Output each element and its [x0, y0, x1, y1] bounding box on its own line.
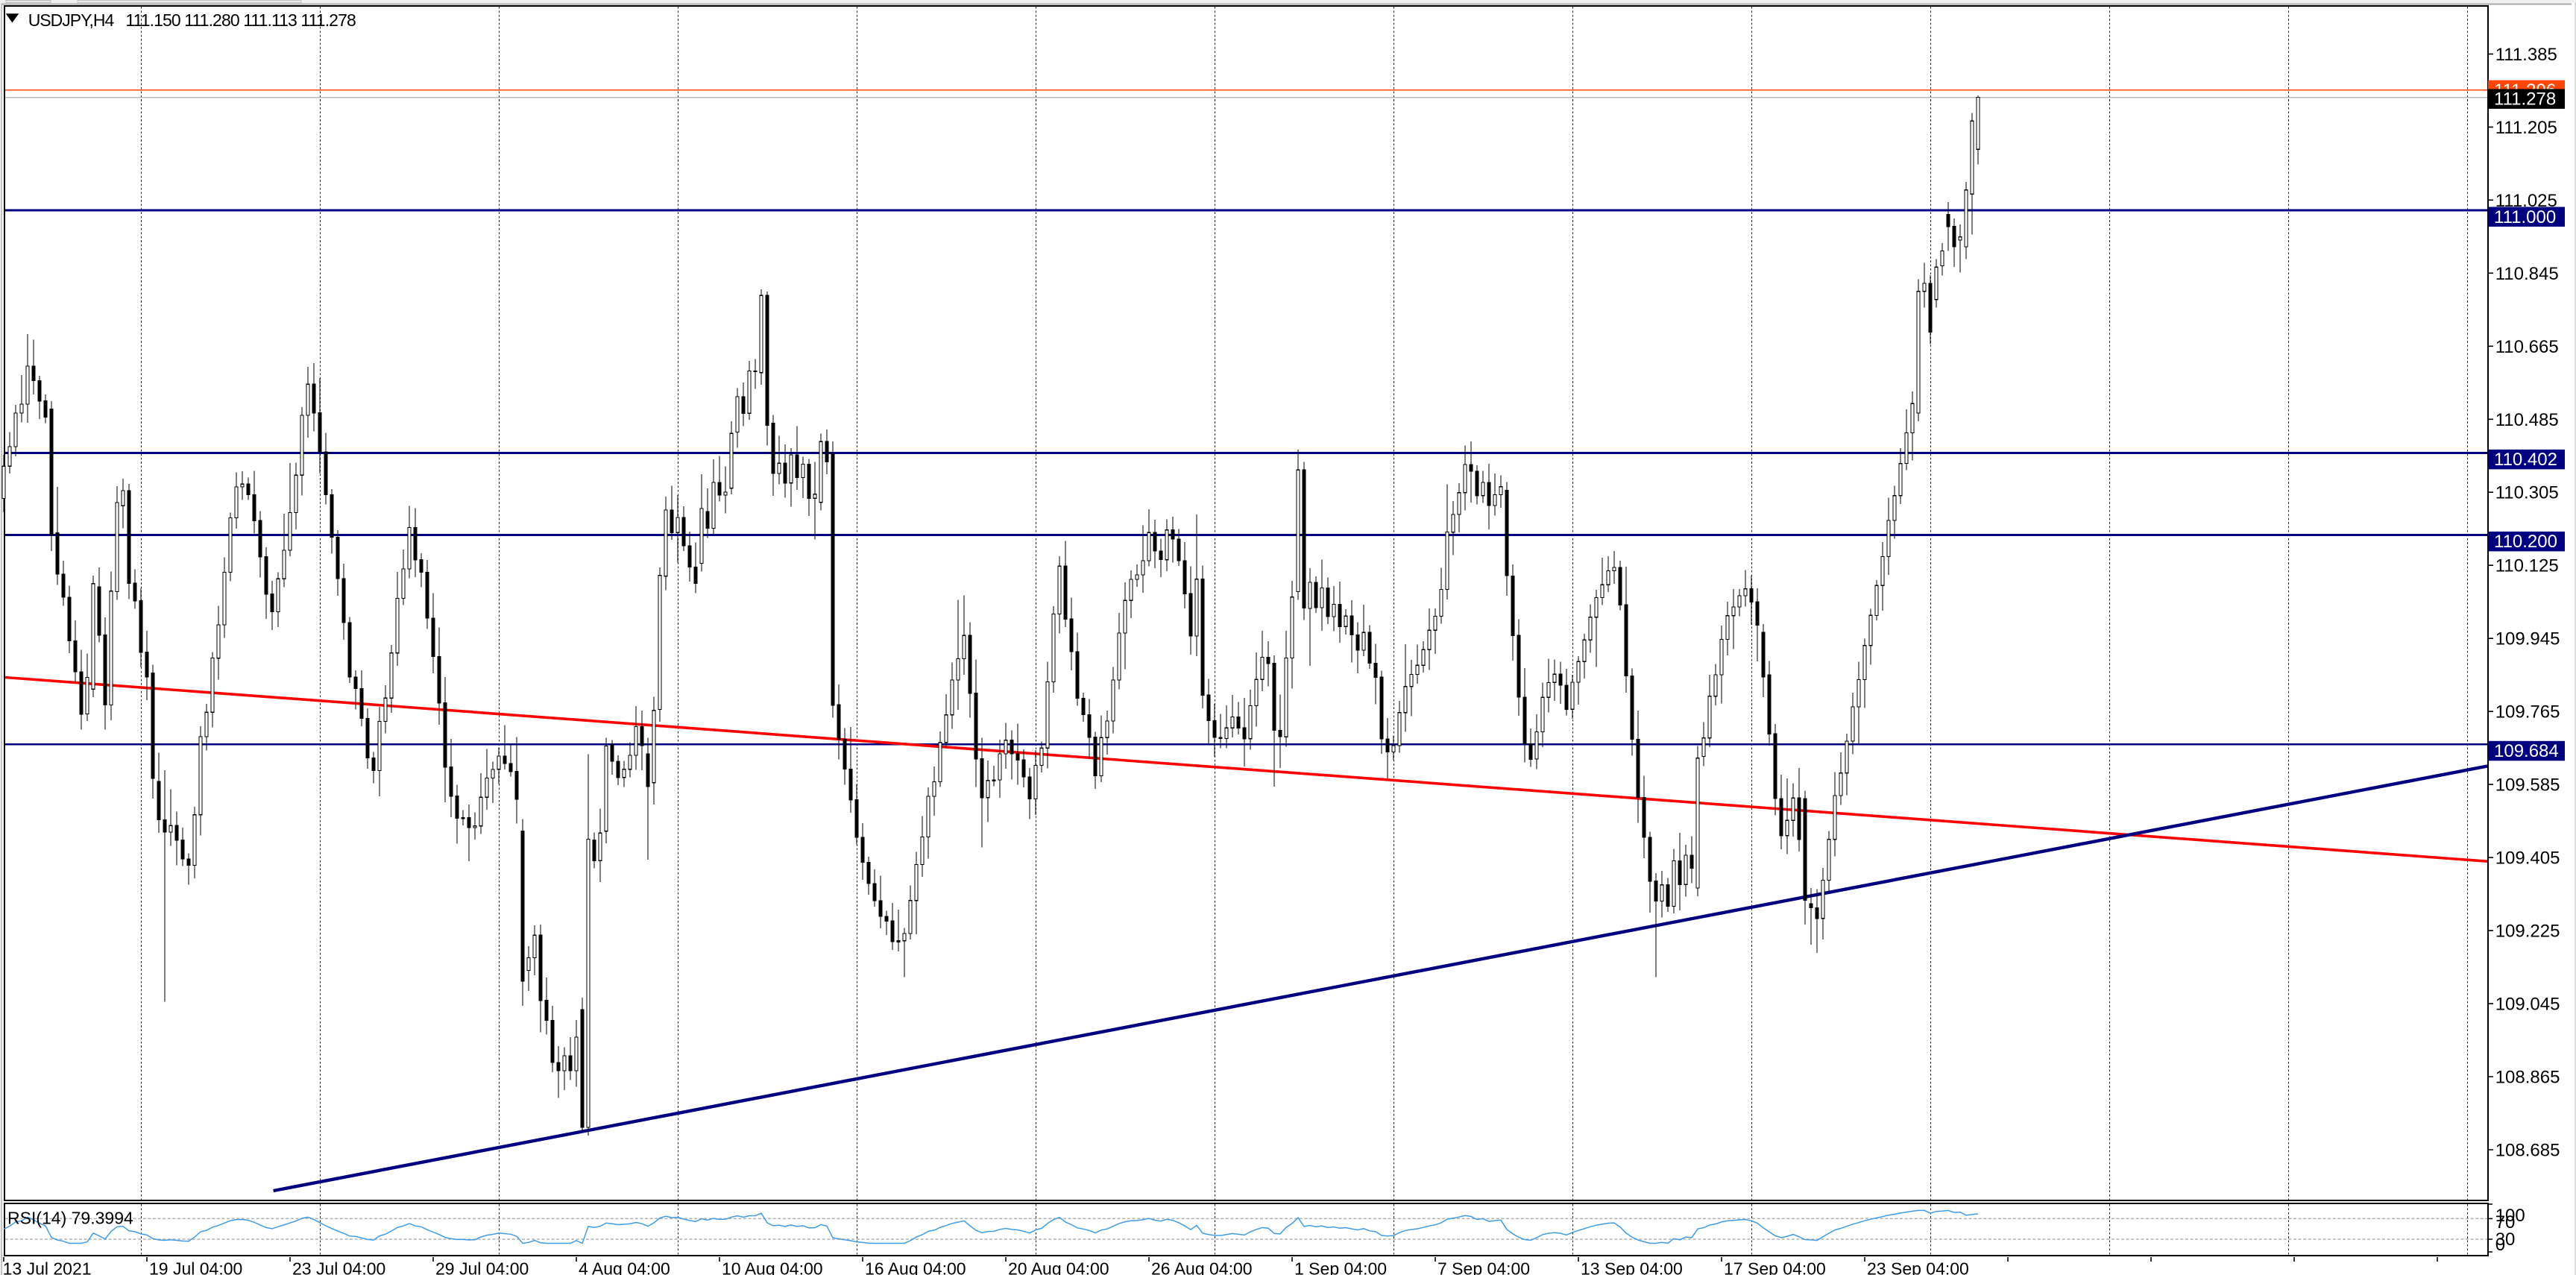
svg-text:111.000: 111.000	[2494, 207, 2556, 227]
svg-text:1 Sep 04:00: 1 Sep 04:00	[1294, 1259, 1387, 1275]
svg-text:110.200: 110.200	[2494, 532, 2557, 552]
svg-text:110.402: 110.402	[2494, 450, 2557, 470]
svg-text:110.485: 110.485	[2495, 410, 2559, 430]
svg-text:109.684: 109.684	[2494, 741, 2559, 761]
svg-text:111.150 111.280 111.113 111.27: 111.150 111.280 111.113 111.278	[125, 10, 356, 30]
svg-text:USDJPY,H4: USDJPY,H4	[28, 10, 115, 30]
svg-text:13 Jul 2021: 13 Jul 2021	[3, 1259, 92, 1275]
svg-text:10 Aug 04:00: 10 Aug 04:00	[722, 1259, 823, 1275]
svg-text:111.385: 111.385	[2495, 45, 2557, 65]
svg-text:23 Sep 04:00: 23 Sep 04:00	[1867, 1259, 1969, 1275]
svg-text:111.205: 111.205	[2495, 118, 2557, 138]
svg-text:23 Jul 04:00: 23 Jul 04:00	[292, 1259, 385, 1275]
svg-text:110.125: 110.125	[2495, 556, 2559, 576]
svg-text:16 Aug 04:00: 16 Aug 04:00	[865, 1259, 966, 1275]
svg-text:26 Aug 04:00: 26 Aug 04:00	[1151, 1259, 1253, 1275]
svg-text:29 Jul 04:00: 29 Jul 04:00	[435, 1259, 529, 1275]
svg-text:109.405: 109.405	[2495, 849, 2560, 869]
svg-text:110.305: 110.305	[2495, 483, 2559, 503]
svg-text:4 Aug 04:00: 4 Aug 04:00	[579, 1259, 670, 1275]
svg-text:17 Sep 04:00: 17 Sep 04:00	[1724, 1259, 1826, 1275]
svg-text:109.765: 109.765	[2495, 702, 2560, 722]
svg-text:100: 100	[2495, 1206, 2525, 1226]
svg-text:111.278: 111.278	[2494, 89, 2556, 110]
svg-text:109.225: 109.225	[2495, 922, 2560, 942]
svg-text:0: 0	[2495, 1235, 2505, 1255]
svg-text:RSI(14) 79.3994: RSI(14) 79.3994	[7, 1209, 133, 1228]
svg-text:30: 30	[2495, 1230, 2516, 1250]
svg-text:7 Sep 04:00: 7 Sep 04:00	[1437, 1259, 1530, 1275]
svg-text:109.945: 109.945	[2495, 629, 2560, 649]
svg-text:108.685: 108.685	[2495, 1141, 2560, 1161]
svg-text:13 Sep 04:00: 13 Sep 04:00	[1581, 1259, 1683, 1275]
svg-text:109.045: 109.045	[2495, 995, 2560, 1015]
svg-text:110.845: 110.845	[2495, 264, 2559, 284]
svg-text:19 Jul 04:00: 19 Jul 04:00	[149, 1259, 242, 1275]
svg-text:20 Aug 04:00: 20 Aug 04:00	[1008, 1259, 1109, 1275]
svg-text:108.865: 108.865	[2495, 1068, 2560, 1088]
svg-text:70: 70	[2495, 1212, 2516, 1232]
svg-text:109.585: 109.585	[2495, 775, 2560, 796]
svg-text:110.665: 110.665	[2495, 337, 2559, 357]
